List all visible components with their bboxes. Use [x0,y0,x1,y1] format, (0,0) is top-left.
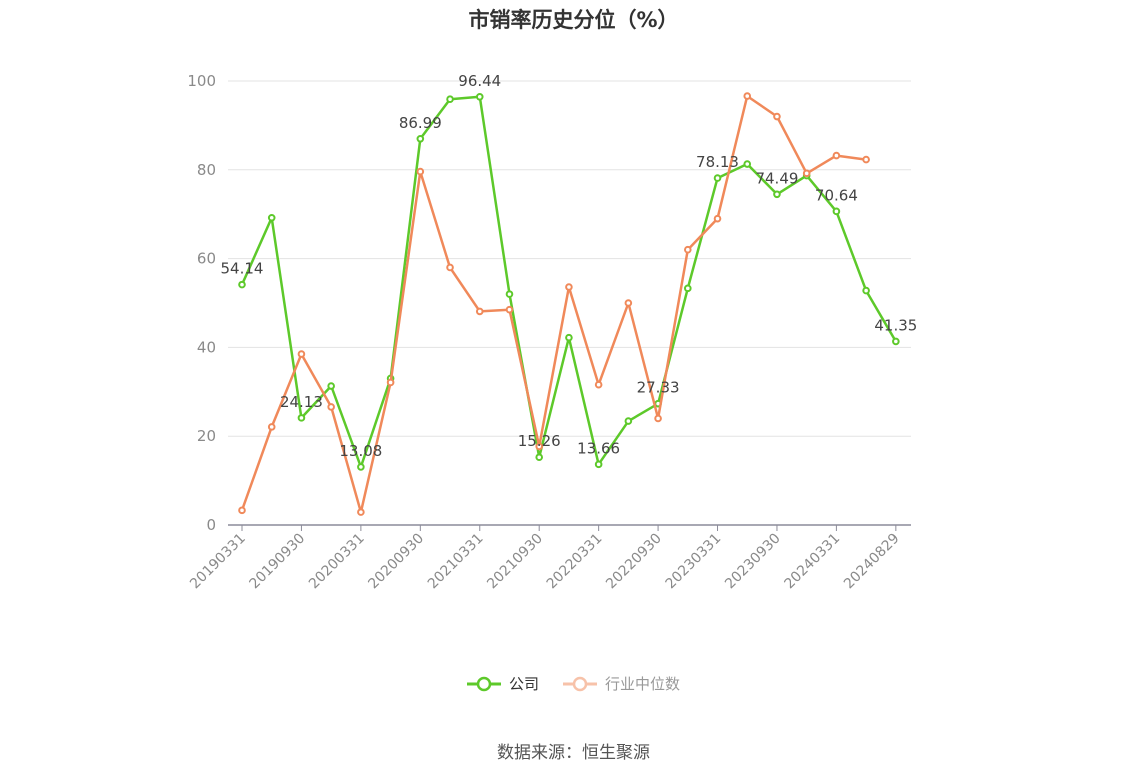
series-1-point-20200331 [357,508,365,516]
series-0-point-20190331 [238,280,246,289]
data-label-20240331: 70.64 [815,186,858,204]
series-0-point-20200930 [416,134,425,143]
series-1-point-20210331 [475,307,484,316]
y-tick-label-60: 60 [197,250,216,268]
legend-company-line-icon [466,676,501,691]
legend-item-company[interactable]: 公司 [466,673,539,694]
series-1-point-20220930 [654,414,662,423]
data-source-note: 数据来源：恒生聚源 [497,743,650,763]
series-0-point-20210331 [475,93,484,101]
series-lines [238,92,900,516]
data-label-20200930: 86.99 [399,114,442,132]
series-1-point-20201231 [446,263,454,272]
data-label-20230331: 78.13 [696,153,739,171]
series-line-1 [240,94,867,514]
data-label-20210331: 96.44 [458,72,501,90]
series-1-point-20200630 [386,378,395,387]
x-tick-label-20190930: 20190930 [247,531,309,593]
grid-lines [228,80,911,437]
series-1-point-20210930 [535,442,544,451]
series-1-point-20210630 [505,305,514,314]
series-1-point-20190630 [267,423,276,431]
x-tick-label-20200331: 20200331 [306,531,368,593]
data-label-20240829: 41.35 [874,316,917,334]
legend-industry-line-icon [563,676,597,691]
series-0-point-20240829 [892,337,900,346]
series-0-point-20210930 [535,453,544,462]
x-tick-label-20190331: 20190331 [187,531,249,593]
legend-industry-label: 行业中位数 [605,675,681,693]
legend-company-label: 公司 [508,675,539,693]
series-1-point-20200930 [416,167,425,176]
data-labels: 54.14 24.13 13.08 86.99 96.44 15.26 13.66 27.33… [221,72,918,460]
series-line-0 [240,95,897,469]
series-1-point-20190930 [297,350,306,358]
x-tick-label-20240829: 20240829 [841,531,903,593]
series-0-point-20190930 [297,414,306,422]
series-1-point-20221231 [684,245,692,254]
series-0-point-20211231 [565,333,573,342]
legend: 公司 行业中位数 [0,673,1147,694]
y-tick-label-100: 100 [187,72,216,90]
series-1-point-20240331 [832,151,841,160]
y-tick-label-40: 40 [197,338,216,356]
series-1-point-20220331 [594,380,603,389]
series-0-point-20230630 [743,160,752,168]
series-1-point-20231231 [802,169,811,178]
data-label-20200331: 13.08 [339,442,382,460]
x-tick-label-20230930: 20230930 [722,531,784,593]
x-tick-label-20210331: 20210331 [425,531,487,593]
series-0-point-20230930 [773,190,781,199]
axes: 0 20 40 60 80 100 2019033120190930202003312020… [187,72,911,592]
series-0-point-20220331 [594,460,603,469]
data-label-20230930: 74.49 [755,169,798,187]
series-1-point-20191231 [327,403,335,411]
series-1-point-20240630 [862,155,870,164]
data-label-20220930: 27.33 [637,379,680,397]
series-0-point-20201231 [446,95,454,104]
data-label-20190930: 24.13 [280,393,323,411]
x-tick-label-20220930: 20220930 [603,531,665,593]
y-tick-label-20: 20 [197,427,216,445]
legend-item-industry-median[interactable]: 行业中位数 [563,673,680,694]
series-1-point-20230630 [743,92,752,100]
x-tick-label-20220331: 20220331 [544,531,606,593]
x-tick-label-20240331: 20240331 [782,531,844,593]
series-0-point-20190630 [267,213,276,222]
data-label-20190331: 54.14 [221,260,264,278]
series-1-point-20230331 [713,214,722,223]
y-tick-label-80: 80 [197,161,216,179]
x-tick-label-20230331: 20230331 [663,531,725,593]
series-0-point-20230331 [713,174,722,182]
x-tick-label-20210930: 20210930 [484,531,546,593]
series-0-point-20221231 [684,284,692,293]
series-1-point-20211231 [565,283,573,291]
data-label-20220331: 13.66 [577,439,620,457]
series-0-point-20220630 [624,417,633,425]
series-0-point-20240630 [862,286,870,295]
series-1-point-20230930 [773,112,781,121]
chart-title: 市销率历史分位（%） [468,8,679,32]
x-tick-label-20200930: 20200930 [365,531,427,593]
series-0-point-20240331 [832,207,841,216]
series-1-point-20190331 [238,506,246,515]
data-label-20210930: 15.26 [518,432,561,450]
line-chart: 0 20 40 60 80 100 2019033120190930202003312020… [187,72,918,592]
series-1-point-20220630 [624,299,633,307]
series-0-point-20200331 [357,463,365,471]
series-0-point-20191231 [327,382,335,390]
y-tick-label-0: 0 [206,516,216,534]
series-0-point-20210630 [505,290,514,298]
